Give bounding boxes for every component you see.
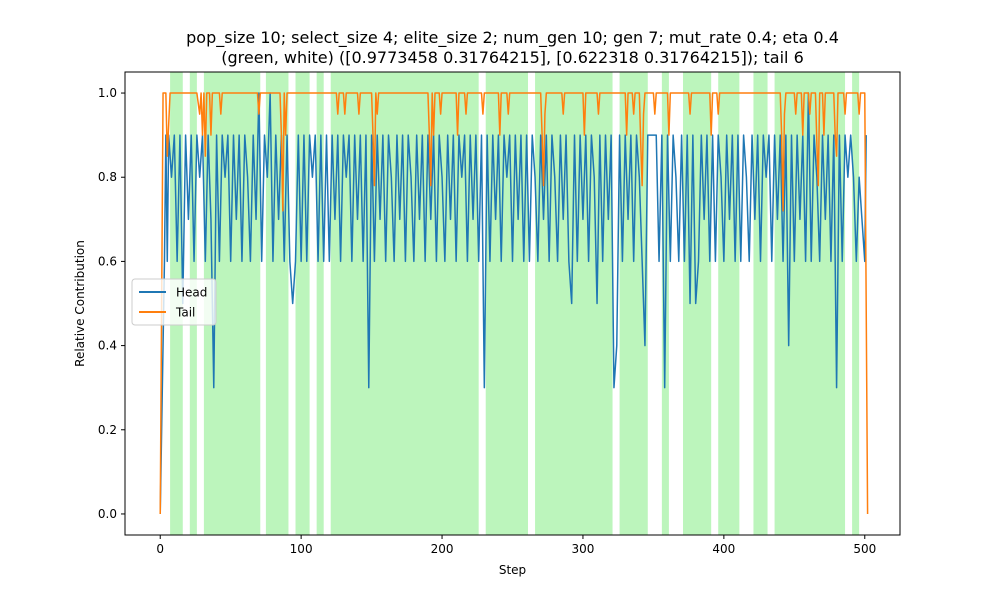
x-tick-label: 0 <box>156 542 164 556</box>
y-tick-label: 0.6 <box>98 254 117 268</box>
plot-frame <box>124 71 901 536</box>
chart-title-line2: (green, white) ([0.9773458 0.31764215], … <box>221 48 804 67</box>
green-region-15 <box>852 72 860 535</box>
y-tick-label: 0.2 <box>98 423 117 437</box>
legend: Head Tail <box>131 278 217 326</box>
series-layer <box>159 92 869 514</box>
y-tick-label: 0.0 <box>98 507 117 521</box>
y-axis: 0.0 0.2 0.4 0.6 0.8 1.0 <box>98 86 125 521</box>
x-axis-label: Step <box>499 563 526 577</box>
y-axis-label: Relative Contribution <box>73 240 87 367</box>
series-line-head <box>159 92 867 514</box>
green-region-5 <box>316 72 324 535</box>
chart-title-line1: pop_size 10; select_size 4; elite_size 2… <box>186 28 839 48</box>
green-region-6 <box>330 72 479 535</box>
x-tick-label: 400 <box>712 542 735 556</box>
legend-label-head: Head <box>176 286 207 300</box>
x-tick-label: 100 <box>290 542 313 556</box>
legend-label-tail: Tail <box>175 306 195 320</box>
green-region-3 <box>265 72 289 535</box>
x-tick-label: 500 <box>853 542 876 556</box>
green-region-13 <box>753 72 768 535</box>
y-tick-label: 1.0 <box>98 86 117 100</box>
green-region-12 <box>718 72 740 535</box>
series-line-tail <box>159 92 869 514</box>
x-tick-label: 300 <box>572 542 595 556</box>
y-tick-label: 0.8 <box>98 170 117 184</box>
legend-frame <box>131 278 217 326</box>
x-axis: 0 100 200 300 400 500 <box>156 535 876 556</box>
x-tick-label: 200 <box>431 542 454 556</box>
y-tick-label: 0.4 <box>98 339 117 353</box>
